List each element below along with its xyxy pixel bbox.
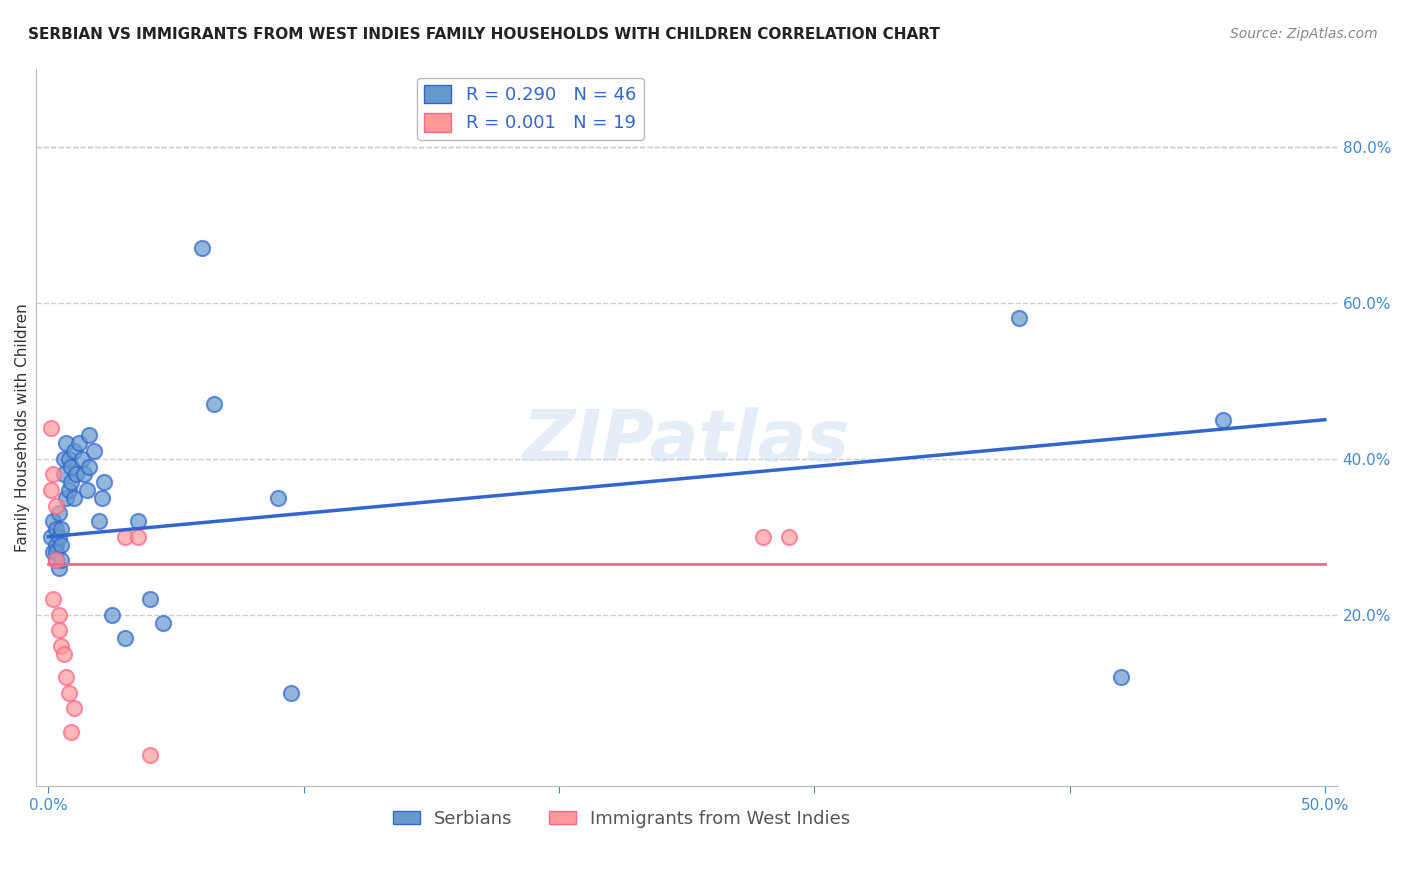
Immigrants from West Indies <box>39 420 62 434</box>
Immigrants from West Indies <box>48 607 70 622</box>
Serbians <box>67 436 90 450</box>
Serbians <box>202 397 225 411</box>
Immigrants from West Indies <box>52 647 75 661</box>
Serbians <box>58 451 80 466</box>
Serbians <box>52 451 75 466</box>
Immigrants from West Indies <box>60 724 83 739</box>
Serbians <box>70 451 93 466</box>
Serbians <box>63 491 86 505</box>
Immigrants from West Indies <box>42 467 65 482</box>
Serbians <box>45 553 67 567</box>
Legend: Serbians, Immigrants from West Indies: Serbians, Immigrants from West Indies <box>385 803 858 835</box>
Serbians <box>1212 413 1234 427</box>
Serbians <box>58 483 80 497</box>
Serbians <box>49 553 72 567</box>
Text: Source: ZipAtlas.com: Source: ZipAtlas.com <box>1230 27 1378 41</box>
Serbians <box>77 428 100 442</box>
Serbians <box>52 467 75 482</box>
Serbians <box>39 530 62 544</box>
Immigrants from West Indies <box>49 639 72 653</box>
Serbians <box>49 537 72 551</box>
Serbians <box>83 444 105 458</box>
Serbians <box>60 459 83 474</box>
Serbians <box>45 537 67 551</box>
Immigrants from West Indies <box>58 686 80 700</box>
Immigrants from West Indies <box>45 499 67 513</box>
Serbians <box>114 631 136 645</box>
Serbians <box>89 514 111 528</box>
Y-axis label: Family Households with Children: Family Households with Children <box>15 303 30 552</box>
Serbians <box>55 491 77 505</box>
Immigrants from West Indies <box>48 624 70 638</box>
Immigrants from West Indies <box>778 530 800 544</box>
Serbians <box>42 514 65 528</box>
Serbians <box>48 561 70 575</box>
Immigrants from West Indies <box>63 701 86 715</box>
Serbians <box>101 607 124 622</box>
Serbians <box>267 491 290 505</box>
Serbians <box>45 522 67 536</box>
Serbians <box>190 241 212 255</box>
Serbians <box>127 514 149 528</box>
Serbians <box>55 436 77 450</box>
Serbians <box>48 530 70 544</box>
Immigrants from West Indies <box>139 748 162 763</box>
Immigrants from West Indies <box>752 530 775 544</box>
Serbians <box>73 467 96 482</box>
Serbians <box>63 444 86 458</box>
Serbians <box>77 459 100 474</box>
Serbians <box>60 475 83 490</box>
Serbians <box>45 545 67 559</box>
Text: ZIPatlas: ZIPatlas <box>523 408 851 476</box>
Immigrants from West Indies <box>127 530 149 544</box>
Serbians <box>65 467 87 482</box>
Serbians <box>139 592 162 607</box>
Serbians <box>280 686 302 700</box>
Serbians <box>93 475 115 490</box>
Immigrants from West Indies <box>114 530 136 544</box>
Text: SERBIAN VS IMMIGRANTS FROM WEST INDIES FAMILY HOUSEHOLDS WITH CHILDREN CORRELATI: SERBIAN VS IMMIGRANTS FROM WEST INDIES F… <box>28 27 941 42</box>
Serbians <box>49 522 72 536</box>
Serbians <box>1007 311 1029 326</box>
Serbians <box>48 506 70 520</box>
Immigrants from West Indies <box>55 670 77 684</box>
Serbians <box>76 483 98 497</box>
Serbians <box>1109 670 1132 684</box>
Serbians <box>91 491 114 505</box>
Immigrants from West Indies <box>42 592 65 607</box>
Serbians <box>42 545 65 559</box>
Serbians <box>152 615 174 630</box>
Immigrants from West Indies <box>45 553 67 567</box>
Immigrants from West Indies <box>39 483 62 497</box>
